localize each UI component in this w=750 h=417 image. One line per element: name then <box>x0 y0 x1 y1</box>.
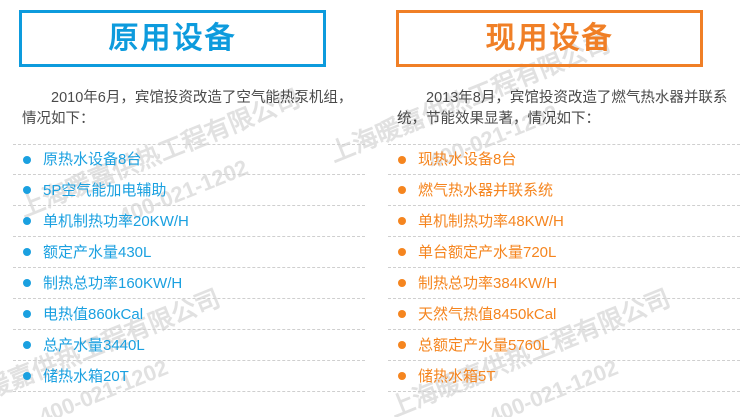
panel-right-title: 现用设备 <box>485 21 614 55</box>
list-item: 单台额定产水量720L <box>388 237 740 268</box>
list-item: 储热水箱20T <box>13 361 365 392</box>
spec-label: 总额定产水量5760L <box>418 336 550 354</box>
bullet-icon <box>398 155 406 164</box>
panel-left-spec-list: 原热水设备8台 5P空气能加电辅助 单机制热功率20KW/H 额定产水量430L… <box>13 144 365 392</box>
panel-left-header-box: 原用设备 <box>19 10 326 67</box>
bullet-icon <box>23 217 31 225</box>
spec-label: 储热水箱20T <box>43 367 129 385</box>
bullet-icon <box>23 155 31 164</box>
list-item: 天然气热值8450kCal <box>388 299 740 330</box>
list-item: 单机制热功率48KW/H <box>388 206 740 237</box>
bullet-icon <box>398 372 406 380</box>
spec-label: 储热水箱5T <box>418 367 496 385</box>
list-item: 制热总功率160KW/H <box>13 268 365 299</box>
spec-label: 5P空气能加电辅助 <box>43 181 167 199</box>
bullet-icon <box>398 186 406 194</box>
list-item: 储热水箱5T <box>388 361 740 392</box>
panel-original-equipment: 原用设备 2010年6月，宾馆投资改造了空气能热泵机组，情况如下： 原热水设备8… <box>13 10 365 392</box>
list-item: 5P空气能加电辅助 <box>13 175 365 206</box>
bullet-icon <box>23 372 31 380</box>
spec-label: 现热水设备8台 <box>418 151 517 168</box>
list-item: 燃气热水器并联系统 <box>388 175 740 206</box>
list-item: 额定产水量430L <box>13 237 365 268</box>
panel-right-intro: 2013年8月，宾馆投资改造了燃气热水器并联系统，节能效果显著，情况如下： <box>397 90 728 127</box>
spec-label: 额定产水量430L <box>43 243 152 261</box>
spec-label: 制热总功率160KW/H <box>43 274 183 292</box>
list-item: 电热值860kCal <box>13 299 365 330</box>
bullet-icon <box>23 279 31 287</box>
bullet-icon <box>398 341 406 349</box>
bullet-icon <box>398 279 406 287</box>
spec-label: 单机制热功率20KW/H <box>43 212 189 230</box>
list-item: 总产水量3440L <box>13 330 365 361</box>
bullet-icon <box>398 248 406 256</box>
bullet-icon <box>23 248 31 256</box>
bullet-icon <box>398 310 406 318</box>
spec-label: 制热总功率384KW/H <box>418 274 558 292</box>
panel-left-title: 原用设备 <box>108 21 237 55</box>
bullet-icon <box>23 310 31 318</box>
spec-label: 燃气热水器并联系统 <box>418 181 554 199</box>
spec-label: 单机制热功率48KW/H <box>418 212 564 230</box>
spec-label: 天然气热值8450kCal <box>418 305 557 323</box>
spec-label: 单台额定产水量720L <box>418 243 557 261</box>
list-item: 现热水设备8台 <box>388 144 740 175</box>
list-item: 制热总功率384KW/H <box>388 268 740 299</box>
panel-left-intro: 2010年6月，宾馆投资改造了空气能热泵机组，情况如下： <box>22 90 353 127</box>
bullet-icon <box>23 341 31 349</box>
spec-label: 总产水量3440L <box>43 336 145 354</box>
panel-current-equipment: 现用设备 2013年8月，宾馆投资改造了燃气热水器并联系统，节能效果显著，情况如… <box>375 0 750 417</box>
panel-right-spec-list: 现热水设备8台 燃气热水器并联系统 单机制热功率48KW/H 单台额定产水量72… <box>388 144 740 392</box>
list-item: 总额定产水量5760L <box>388 330 740 361</box>
bullet-icon <box>398 217 406 225</box>
list-item: 原热水设备8台 <box>13 144 365 175</box>
list-item: 单机制热功率20KW/H <box>13 206 365 237</box>
bullet-icon <box>23 186 31 194</box>
panel-right-header-box: 现用设备 <box>396 10 703 67</box>
spec-label: 电热值860kCal <box>43 305 144 323</box>
spec-label: 原热水设备8台 <box>43 151 142 168</box>
